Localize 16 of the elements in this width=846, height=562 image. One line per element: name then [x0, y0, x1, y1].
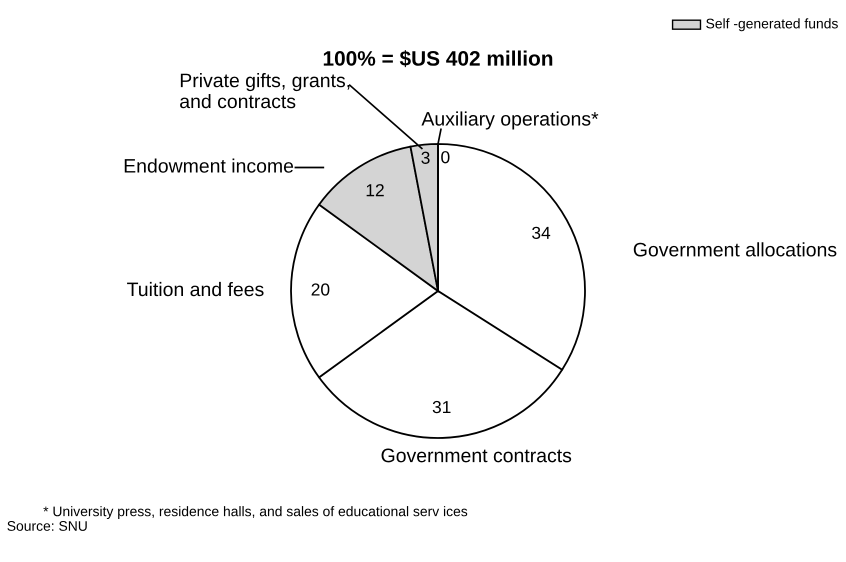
slice-label: Government contracts — [382, 448, 572, 462]
slice-label: Endowment income — [124, 158, 294, 173]
source-note: Source: SNU — [7, 521, 87, 531]
legend-title: Self -generated funds — [706, 18, 838, 32]
category-label: Auxiliary operations* — [421, 111, 598, 130]
data-label: 3 — [421, 152, 430, 164]
slice-label: Tuition and fees — [127, 282, 264, 296]
data-label: 31 — [432, 400, 451, 414]
slice-label: Government allocations — [634, 242, 836, 257]
text: 0 — [441, 151, 450, 164]
data-label: 12 — [366, 184, 384, 196]
data-label: 20 — [312, 283, 330, 296]
data-label: 34 — [532, 226, 550, 240]
chart-title: 100% = $US 402 million — [324, 50, 552, 68]
slice-label: Private gifts, grants, and contracts — [180, 73, 350, 108]
text: * University press, residence halls, and sales of educational serv ices — [43, 506, 468, 520]
